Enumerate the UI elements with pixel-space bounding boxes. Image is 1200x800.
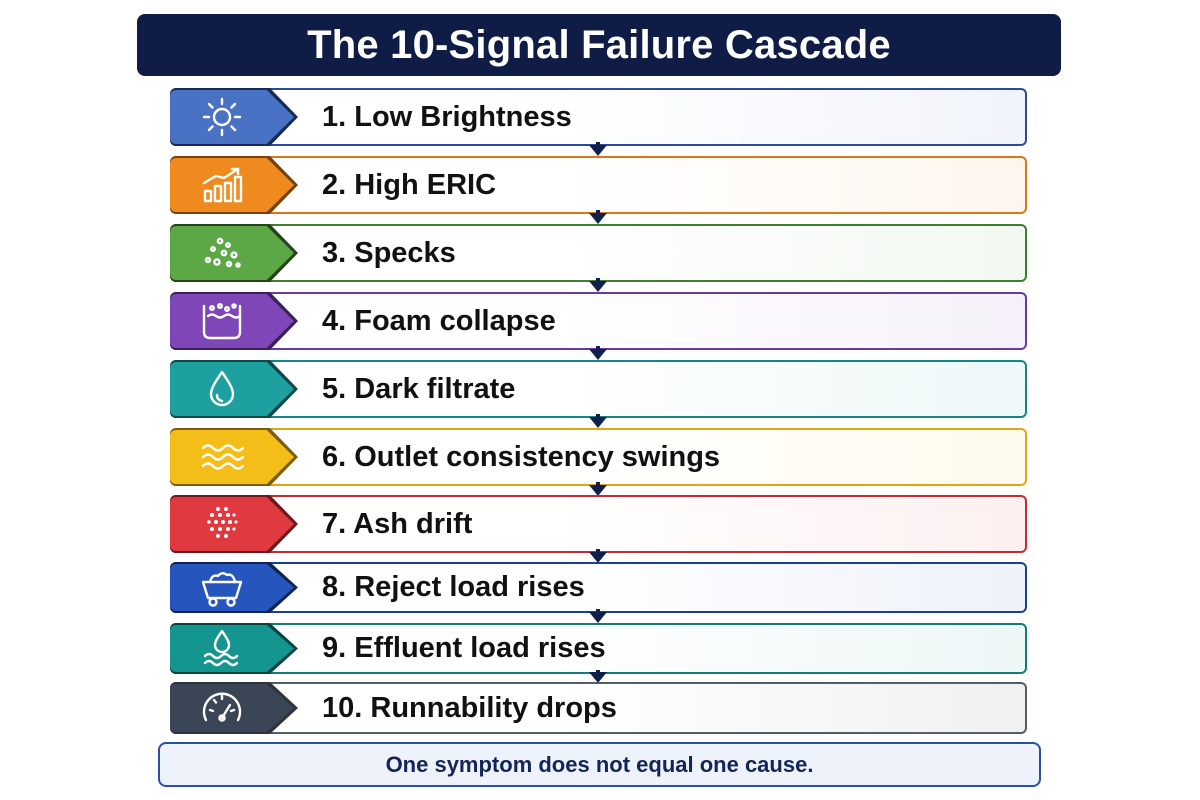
water-drop-icon <box>198 367 246 411</box>
specks-dots-icon <box>198 231 246 275</box>
cascade-down-arrow-icon <box>589 145 607 156</box>
cascade-down-arrow-icon <box>589 281 607 292</box>
page-title: The 10-Signal Failure Cascade <box>307 22 891 67</box>
step-label: 10. Runnability drops <box>322 691 617 724</box>
cascade-down-arrow-icon <box>589 551 607 563</box>
cascade-step: 7. Ash drift <box>170 495 1027 553</box>
footer-note-box: One symptom does not equal one cause. <box>158 742 1041 787</box>
step-label: 3. Specks <box>322 236 456 269</box>
cascade-down-arrow-icon <box>589 213 607 224</box>
gauge-icon <box>198 686 246 730</box>
cascade-step: 5. Dark filtrate <box>170 360 1027 418</box>
cascade-down-arrow-icon <box>589 672 607 683</box>
step-label: 1. Low Brightness <box>322 100 572 133</box>
cascade-step: 10. Runnability drops <box>170 682 1027 734</box>
bar-chart-trend-icon <box>198 163 246 207</box>
waves-icon <box>198 435 246 479</box>
cascade-down-arrow-icon <box>589 349 607 360</box>
step-label: 7. Ash drift <box>322 507 473 540</box>
cascade-down-arrow-icon <box>589 612 607 623</box>
step-label: 9. Effluent load rises <box>322 632 606 664</box>
step-chevron <box>170 90 294 144</box>
cascade-step: 2. High ERIC <box>170 156 1027 214</box>
step-chevron <box>170 684 294 732</box>
cascade-step: 4. Foam collapse <box>170 292 1027 350</box>
cascade-down-arrow-icon <box>589 484 607 496</box>
step-label: 2. High ERIC <box>322 168 497 201</box>
cascade-down-arrow-icon <box>589 417 607 428</box>
step-label: 8. Reject load rises <box>322 571 585 603</box>
cascade-step: 9. Effluent load rises <box>170 623 1027 674</box>
cascade-step: 8. Reject load rises <box>170 562 1027 613</box>
cascade-step: 1. Low Brightness <box>170 88 1027 146</box>
cascade-step: 3. Specks <box>170 224 1027 282</box>
ash-particles-icon <box>198 502 246 546</box>
step-label: 6. Outlet consistency swings <box>322 440 721 473</box>
step-label: 4. Foam collapse <box>322 304 556 337</box>
step-label: 5. Dark filtrate <box>322 372 516 405</box>
foam-container-icon <box>198 299 246 343</box>
drop-over-water-icon <box>198 627 246 671</box>
cascade-step: 6. Outlet consistency swings <box>170 428 1027 486</box>
sun-icon <box>198 95 246 139</box>
step-chevron <box>170 497 294 551</box>
mine-cart-icon <box>198 566 246 610</box>
footer-note: One symptom does not equal one cause. <box>385 751 814 777</box>
step-chevron <box>170 564 294 611</box>
title-banner: The 10-Signal Failure Cascade <box>137 14 1061 76</box>
